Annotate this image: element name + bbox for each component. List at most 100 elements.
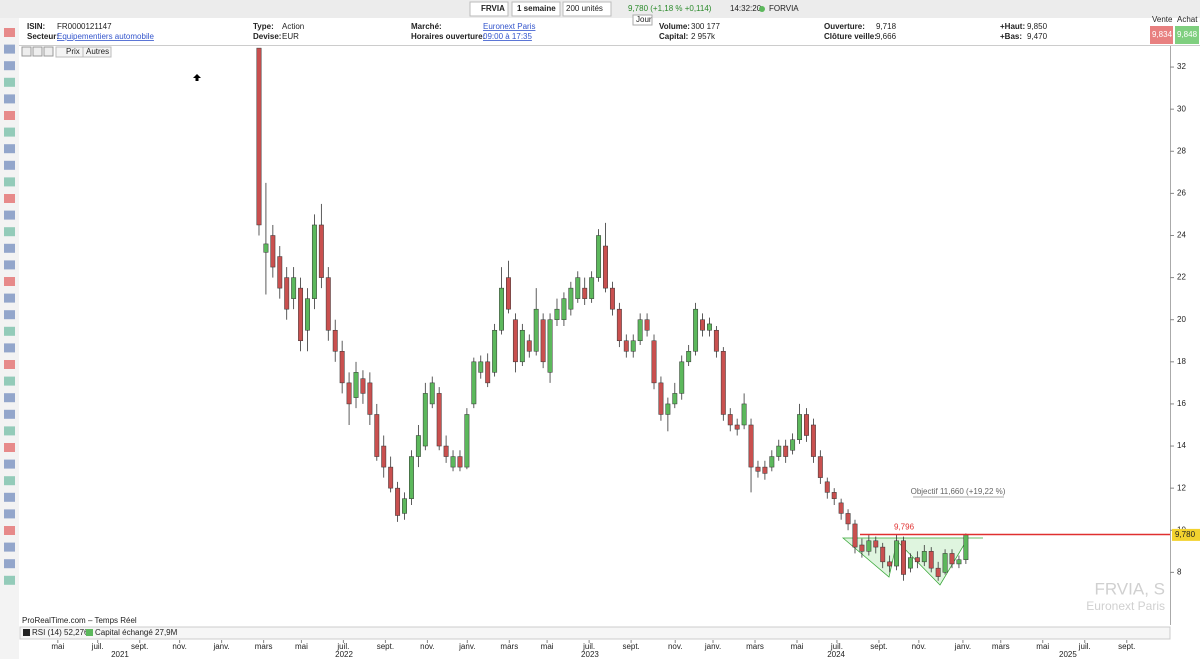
tool-button[interactable] <box>32 46 43 57</box>
candle-body <box>318 224 324 278</box>
candle-body <box>402 498 407 514</box>
status-dot <box>759 6 765 12</box>
buy-price[interactable]: 9,848 <box>1177 30 1198 39</box>
candle-body <box>914 557 920 563</box>
tool-button[interactable] <box>43 46 54 57</box>
period-box[interactable] <box>511 1 561 17</box>
candle-body <box>859 544 865 552</box>
label: +Bas: <box>1000 32 1022 41</box>
candle-body <box>422 393 428 447</box>
link[interactable]: Euronext Paris <box>483 22 535 31</box>
x-tick-label: sept. <box>1118 642 1135 651</box>
candle-body <box>804 414 809 436</box>
buy-box[interactable] <box>1175 26 1199 44</box>
candle-body <box>887 561 893 567</box>
candle-body <box>325 277 331 331</box>
tool-icon[interactable] <box>4 243 15 253</box>
tool-icon[interactable] <box>4 376 15 386</box>
candle-body <box>298 287 304 342</box>
candle-body <box>547 319 553 373</box>
tool-icon[interactable] <box>4 160 15 170</box>
tool-icon[interactable] <box>4 94 15 104</box>
tab[interactable] <box>82 46 112 58</box>
tool-icon[interactable] <box>4 559 15 569</box>
label: Horaires ouverture: <box>411 32 485 41</box>
candle-body <box>311 224 317 299</box>
day-label[interactable]: Jour <box>636 15 652 24</box>
tool-icon[interactable] <box>4 277 15 286</box>
tool-icon[interactable] <box>4 310 15 320</box>
tool-icon[interactable] <box>4 509 15 519</box>
tool-icon[interactable] <box>4 343 15 353</box>
candle-body <box>817 456 823 478</box>
tool-icon[interactable] <box>4 210 15 220</box>
sell-price[interactable]: 9,834 <box>1152 30 1173 39</box>
x-tick-label: janv. <box>458 642 475 651</box>
instrument-name: FORVIA <box>769 4 799 13</box>
candle-body <box>880 546 886 563</box>
indicator[interactable]: Capital échangé 27,9M <box>95 628 178 637</box>
label: Capital: <box>659 32 688 41</box>
units-box[interactable] <box>562 1 612 17</box>
link[interactable]: 09:00 à 17:35 <box>483 32 532 41</box>
tool-icon[interactable] <box>4 492 15 502</box>
tool-icon[interactable] <box>4 393 15 403</box>
tool-icon[interactable] <box>4 476 15 486</box>
tool-icon[interactable] <box>4 77 15 87</box>
indicator-icon[interactable] <box>23 629 30 636</box>
candle-body <box>921 551 927 563</box>
period[interactable]: 1 semaine <box>517 4 556 13</box>
tool-icon[interactable] <box>4 111 15 120</box>
tool-icon[interactable] <box>4 260 15 270</box>
tool-icon[interactable] <box>4 127 15 137</box>
tool-icon[interactable] <box>4 542 15 552</box>
tool-icon[interactable] <box>4 575 15 585</box>
x-tick-label: mars <box>255 642 273 651</box>
day-tab[interactable] <box>632 14 653 26</box>
tool-icon[interactable] <box>4 459 15 469</box>
candle-body <box>339 351 345 384</box>
tool-icon[interactable] <box>4 526 15 535</box>
tool-icon[interactable] <box>4 227 15 237</box>
tool-icon[interactable] <box>4 426 15 436</box>
tool-icon[interactable] <box>4 28 15 37</box>
target-annotation: Objectif 11,660 (+19,22 %) <box>911 487 1006 496</box>
tool-button[interactable] <box>21 46 32 57</box>
indicator-icon[interactable] <box>86 629 93 636</box>
tool-icon[interactable] <box>4 44 15 54</box>
tool-icon[interactable] <box>4 194 15 203</box>
candle-body <box>603 245 608 289</box>
indicator[interactable]: RSI (14) 52,276 <box>32 628 89 637</box>
candle-body <box>623 340 629 352</box>
tab-label[interactable]: Autres <box>86 47 109 56</box>
symbol[interactable]: FRVIA <box>481 4 505 13</box>
candle-body <box>727 414 733 426</box>
candle-body <box>956 559 962 565</box>
label: Type: <box>253 22 274 31</box>
candle-body <box>305 298 310 331</box>
link[interactable]: Equipementiers automobile <box>57 32 154 41</box>
tool-icon[interactable] <box>4 326 15 336</box>
watermark-title: FRVIA, S <box>1094 579 1165 598</box>
tool-icon[interactable] <box>4 144 15 154</box>
y-tick-label: 18 <box>1177 357 1186 366</box>
tool-icon[interactable] <box>4 61 15 71</box>
year-label: 2022 <box>335 650 353 659</box>
symbol-box[interactable] <box>469 1 509 17</box>
y-tick-label: 16 <box>1177 399 1186 408</box>
candle-body <box>630 340 636 352</box>
tool-icon[interactable] <box>4 409 15 419</box>
candle-body <box>436 393 442 447</box>
candle-body <box>679 361 685 394</box>
tool-icon[interactable] <box>4 293 15 303</box>
tool-icon[interactable] <box>4 443 15 452</box>
sell-box[interactable] <box>1150 26 1173 44</box>
tab-label[interactable]: Prix <box>66 47 80 56</box>
units[interactable]: 200 unités <box>566 4 603 13</box>
label: Vente <box>1152 15 1173 24</box>
x-tick-label: nov. <box>172 642 187 651</box>
candle-body <box>263 243 269 253</box>
tool-icon[interactable] <box>4 360 15 369</box>
tool-icon[interactable] <box>4 177 15 187</box>
